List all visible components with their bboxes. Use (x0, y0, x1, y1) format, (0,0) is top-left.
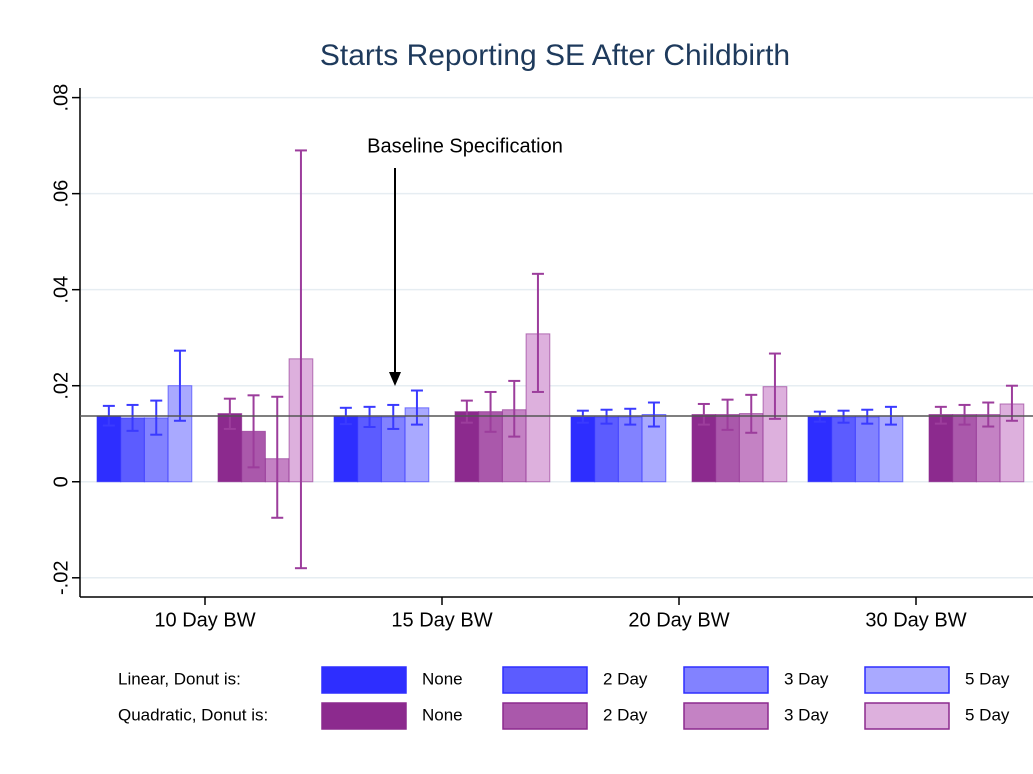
legend-label: 5 Day (965, 705, 1010, 724)
legend-label: None (422, 669, 463, 688)
bar (333, 415, 359, 483)
legend-label: 2 Day (603, 705, 648, 724)
legend-swatch (683, 666, 769, 694)
legend-label: 5 Day (965, 669, 1010, 688)
y-tick-label: .04 (50, 276, 72, 304)
y-tick-label: .06 (50, 180, 72, 208)
legend-label: 3 Day (784, 705, 829, 724)
bar (807, 416, 833, 483)
legend-swatch (683, 702, 769, 730)
legend-swatch (321, 702, 407, 730)
legend-swatch (864, 702, 950, 730)
y-tick-label: -.02 (50, 561, 72, 595)
bar (594, 416, 619, 483)
legend-swatch (502, 702, 588, 730)
x-tick-label: 15 Day BW (391, 609, 492, 631)
bar (854, 416, 880, 483)
x-tick-label: 30 Day BW (865, 609, 966, 631)
legend-label: 2 Day (603, 669, 648, 688)
bar (617, 416, 643, 483)
chart-title: Starts Reporting SE After Childbirth (320, 39, 790, 72)
annotation: Baseline Specification (367, 135, 563, 157)
legend-swatch (864, 666, 950, 694)
bar (831, 416, 856, 483)
legend-swatch (321, 666, 407, 694)
x-tick-label: 10 Day BW (154, 609, 255, 631)
y-tick-label: .08 (50, 84, 72, 112)
legend-group-label: Linear, Donut is: (118, 669, 241, 688)
annotation-arrowhead (389, 372, 401, 386)
legend-label: 3 Day (784, 669, 829, 688)
bar (878, 415, 904, 483)
legend-group-label: Quadratic, Donut is: (118, 705, 268, 724)
legend-label: None (422, 705, 463, 724)
y-tick-label: .02 (50, 372, 72, 400)
bar (570, 416, 596, 483)
y-tick-label: 0 (50, 476, 72, 487)
plot-area: -.02 0 .02 .04 .06 .08 10 Day BW 15 Day BW 20 Da… (50, 84, 1033, 631)
legend-swatch (502, 666, 588, 694)
x-tick-label: 20 Day BW (628, 609, 729, 631)
